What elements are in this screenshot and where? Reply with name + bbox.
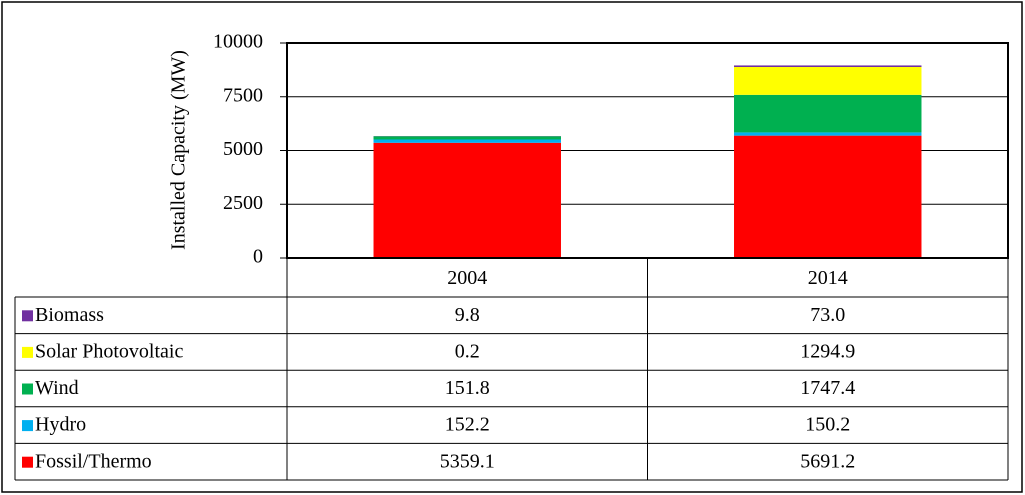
- legend-key: [22, 346, 33, 358]
- legend-key: [22, 420, 33, 432]
- legend-key: [22, 310, 33, 322]
- bar-segment: [734, 65, 922, 68]
- table-cell: 152.2: [445, 414, 490, 436]
- y-tick-label: 7500: [223, 84, 263, 106]
- legend-label: Fossil/Thermo: [35, 450, 152, 472]
- table-cell: 1294.9: [800, 340, 855, 362]
- y-tick-label: 0: [253, 246, 263, 268]
- legend-label: Hydro: [35, 414, 86, 436]
- y-tick-label: 10000: [213, 31, 263, 53]
- y-tick-label: 5000: [223, 138, 263, 160]
- table-cell: 9.8: [455, 304, 480, 326]
- legend-key: [22, 383, 33, 395]
- legend-label: Biomass: [35, 304, 104, 326]
- bar-segment: [734, 67, 922, 95]
- bar-segment: [734, 132, 922, 136]
- bar-segment: [734, 135, 922, 258]
- table-column-header: 2014: [808, 267, 848, 289]
- table-cell: 1747.4: [800, 377, 855, 399]
- table-cell: 5691.2: [800, 450, 855, 472]
- bar-segment: [373, 142, 561, 258]
- table-cell: 73.0: [810, 304, 845, 326]
- table-column-header: 2004: [447, 267, 487, 289]
- bar-segment: [734, 94, 922, 133]
- table-cell: 150.2: [805, 414, 850, 436]
- y-axis-label: Installed Capacity (MW): [168, 50, 190, 250]
- legend-label: Solar Photovoltaic: [35, 340, 183, 362]
- table-cell: 0.2: [455, 340, 480, 362]
- legend-key: [22, 456, 33, 468]
- bar-segment: [373, 136, 561, 140]
- table-cell: 151.8: [445, 377, 490, 399]
- y-tick-label: 2500: [223, 192, 263, 214]
- legend-label: Wind: [35, 377, 79, 399]
- bar-segment: [373, 139, 561, 143]
- table-cell: 5359.1: [440, 450, 495, 472]
